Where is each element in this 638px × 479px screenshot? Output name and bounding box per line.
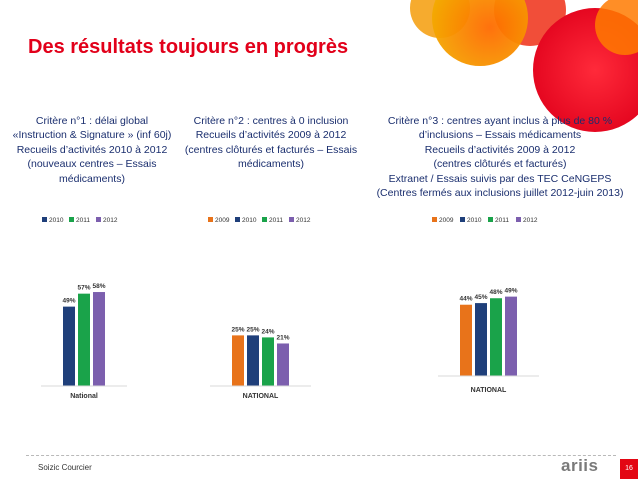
bar-2011 <box>78 293 90 386</box>
data-label: 21% <box>276 334 289 341</box>
criterion-line: Recueils d’activités 2010 à 2012 <box>16 143 168 156</box>
ariis-logo: ariis <box>561 456 599 475</box>
data-label: 45% <box>474 294 487 301</box>
legend-swatch <box>262 217 267 222</box>
data-label: 49% <box>62 298 75 305</box>
criterion-3-description: Critère n°3 : centres ayant inclus à plu… <box>372 114 628 200</box>
criterion-line: (centres clôturés et facturés – Essais <box>184 143 358 156</box>
bar-2011 <box>490 298 502 376</box>
data-label: 57% <box>77 285 90 292</box>
legend-label: 2012 <box>296 217 311 224</box>
criterion-line: Critère n°2 : centres à 0 inclusion <box>193 115 349 127</box>
footer-author: Soizic Courcier <box>38 463 92 472</box>
legend-swatch <box>488 217 493 222</box>
legend-label: 2012 <box>523 217 538 224</box>
criterion-2-description: Critère n°2 : centres à 0 inclusion Recu… <box>181 114 361 172</box>
bar-2009 <box>460 304 472 376</box>
criterion-1-description: Critère n°1 : délai global «Instruction … <box>6 114 178 186</box>
data-label: 48% <box>489 289 502 296</box>
bar-2012 <box>93 292 105 386</box>
decor-circle-5 <box>595 0 638 55</box>
footer-divider <box>26 455 616 456</box>
bar-2012 <box>277 343 289 386</box>
criterion-line: Extranet / Essais suivis par des TEC CeN… <box>388 172 612 185</box>
legend-label: 2009 <box>215 217 230 224</box>
legend-label: 2009 <box>439 217 454 224</box>
category-label: National <box>70 393 98 400</box>
bar-2010 <box>63 306 75 386</box>
slide-title: Des résultats toujours en progrès <box>28 36 349 58</box>
data-label: 24% <box>261 328 274 335</box>
criterion-line: Critère n°1 : délai global <box>35 115 149 127</box>
bar-2010 <box>475 303 487 376</box>
data-label: 49% <box>504 288 517 295</box>
criterion-line: «Instruction & Signature » (inf 60j) <box>12 129 172 142</box>
criterion-line: Recueils d’activités 2009 à 2012 <box>195 129 347 142</box>
legend-label: 2010 <box>467 217 482 224</box>
legend-swatch <box>235 217 240 222</box>
bar-2011 <box>262 337 274 386</box>
category-label: NATIONAL <box>243 393 279 400</box>
legend-label: 2011 <box>76 217 90 224</box>
legend-label: 2010 <box>49 217 64 224</box>
data-label: 25% <box>246 326 259 333</box>
decor-circle-3 <box>432 0 528 66</box>
category-label: NATIONAL <box>471 387 507 394</box>
bar-2009 <box>232 335 244 386</box>
criterion-line: Critère n°3 : centres ayant inclus à plu… <box>387 115 613 127</box>
bar-2010 <box>247 335 259 386</box>
legend-swatch <box>289 217 294 222</box>
criterion-line: (nouveaux centres – Essais <box>27 158 157 171</box>
legend-swatch <box>432 217 437 222</box>
criterion-line: médicaments) <box>59 172 125 185</box>
legend-swatch <box>516 217 521 222</box>
criterion-line: Recueils d’activités 2009 à 2012 <box>424 143 576 156</box>
criterion-line: d’inclusions – Essais médicaments <box>418 129 582 142</box>
page-number: 16 <box>620 459 638 479</box>
legend-label: 2010 <box>242 217 257 224</box>
chart-criterion-1: 2010 2011 2012 49%57% 58% National <box>41 217 127 400</box>
chart-criterion-3: 2009 2010 2011 2012 44% 45%48% 49% NATIONAL <box>432 217 539 394</box>
criterion-line: (centres clôturés et facturés) <box>433 158 567 171</box>
criterion-line: (Centres fermés aux inclusions juillet 2… <box>376 187 624 200</box>
data-label: 25% <box>231 326 244 333</box>
criterion-line: médicaments) <box>238 158 304 171</box>
legend-swatch <box>96 217 101 222</box>
legend-label: 2011 <box>269 217 283 224</box>
legend-swatch <box>208 217 213 222</box>
legend-swatch <box>69 217 74 222</box>
bar-2012 <box>505 296 517 376</box>
data-label: 58% <box>92 283 105 290</box>
legend-label: 2011 <box>495 217 509 224</box>
legend-label: 2012 <box>103 217 118 224</box>
legend-swatch <box>460 217 465 222</box>
data-label: 44% <box>459 296 472 303</box>
legend-swatch <box>42 217 47 222</box>
decorative-circles <box>410 0 638 132</box>
